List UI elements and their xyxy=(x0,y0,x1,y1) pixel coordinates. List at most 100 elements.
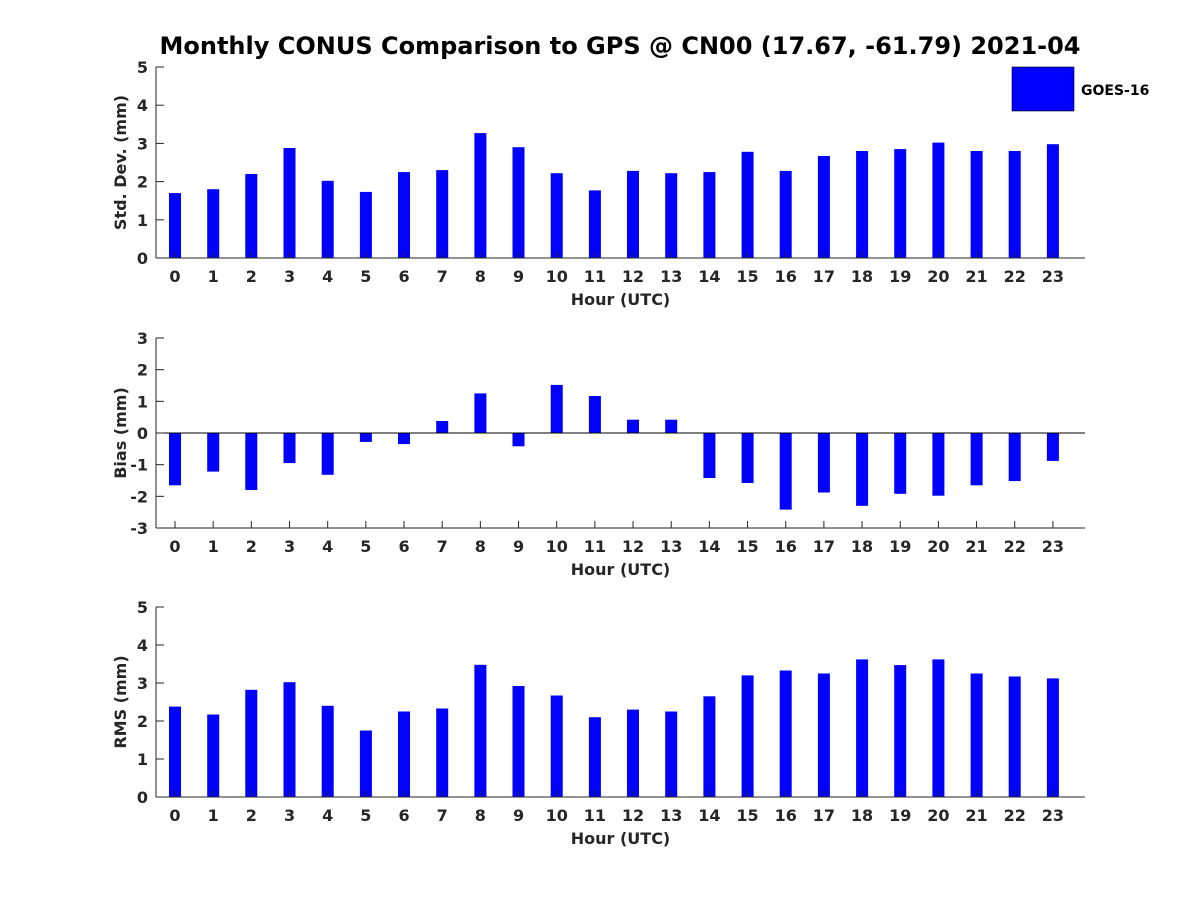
rms-bar-hour-2 xyxy=(245,689,258,797)
rms-x-tick-label: 23 xyxy=(1042,806,1064,825)
rms-x-tick-label: 11 xyxy=(584,806,606,825)
bias-bar-hour-23 xyxy=(1046,433,1059,461)
std-bar-hour-20 xyxy=(932,142,945,258)
bias-x-tick-label: 6 xyxy=(398,537,409,556)
bias-bar-hour-9 xyxy=(512,433,525,447)
std-x-tick-label: 11 xyxy=(584,267,606,286)
rms-x-tick-label: 22 xyxy=(1004,806,1026,825)
bias-bar-hour-8 xyxy=(474,393,487,433)
std-x-tick-label: 8 xyxy=(475,267,486,286)
rms-bar-hour-8 xyxy=(474,664,487,797)
bias-x-tick-label: 4 xyxy=(322,537,333,556)
legend-label: GOES-16 xyxy=(1081,83,1149,99)
bias-y-axis-label: Bias (mm) xyxy=(111,387,130,479)
rms-bar-hour-3 xyxy=(283,682,296,797)
std-bar-hour-1 xyxy=(207,189,220,258)
std-x-tick-label: 0 xyxy=(169,267,180,286)
rms-x-tick-label: 4 xyxy=(322,806,333,825)
std-x-tick-label: 16 xyxy=(775,267,797,286)
std-bar-hour-23 xyxy=(1046,144,1059,258)
std-x-tick-label: 23 xyxy=(1042,267,1064,286)
rms-bar-hour-10 xyxy=(550,695,563,797)
bias-bar-hour-13 xyxy=(665,419,678,433)
std-x-tick-label: 22 xyxy=(1004,267,1026,286)
std-bar-hour-8 xyxy=(474,133,487,258)
std-bar-hour-14 xyxy=(703,172,716,258)
bias-bar-hour-6 xyxy=(398,433,410,445)
std-x-tick-label: 6 xyxy=(398,267,409,286)
bias-bar-hour-15 xyxy=(741,433,754,483)
std-x-tick-label: 12 xyxy=(622,267,644,286)
bias-y-tick-label: -3 xyxy=(130,519,148,538)
rms-x-tick-label: 8 xyxy=(475,806,486,825)
std-bar-hour-15 xyxy=(741,151,754,258)
rms-x-tick-label: 13 xyxy=(660,806,682,825)
std-y-tick-label: 2 xyxy=(137,173,148,192)
bias-x-tick-label: 8 xyxy=(475,537,486,556)
rms-bar-hour-9 xyxy=(512,686,525,797)
std-bar-hour-2 xyxy=(245,174,258,258)
std-y-tick-label: 3 xyxy=(137,134,148,153)
bias-bar-hour-21 xyxy=(970,433,983,486)
rms-x-tick-label: 12 xyxy=(622,806,644,825)
rms-x-tick-label: 16 xyxy=(775,806,797,825)
bias-y-tick-label: -1 xyxy=(130,456,148,475)
std-bar-hour-9 xyxy=(512,147,525,258)
std-bar-hour-3 xyxy=(283,148,296,258)
std-bar-hour-22 xyxy=(1008,151,1021,258)
rms-bar-hour-23 xyxy=(1046,678,1059,797)
bias-y-tick-label: 2 xyxy=(137,361,148,380)
bias-y-tick-label: 1 xyxy=(137,392,148,411)
rms-x-tick-label: 9 xyxy=(513,806,524,825)
rms-x-tick-label: 1 xyxy=(208,806,219,825)
rms-bar-hour-18 xyxy=(856,659,869,797)
std-bar-hour-7 xyxy=(436,170,449,258)
std-bar-hour-10 xyxy=(550,173,563,258)
std-x-tick-label: 9 xyxy=(513,267,524,286)
rms-x-axis-label: Hour (UTC) xyxy=(571,829,671,848)
rms-y-axis-label: RMS (mm) xyxy=(111,655,130,748)
bias-bar-hour-10 xyxy=(550,384,563,433)
bias-bar-hour-0 xyxy=(169,433,181,486)
std-x-tick-label: 14 xyxy=(698,267,720,286)
rms-bar-hour-12 xyxy=(627,709,639,797)
rms-y-tick-label: 5 xyxy=(137,598,148,617)
rms-bar-hour-0 xyxy=(169,706,181,797)
bias-x-tick-label: 7 xyxy=(437,537,448,556)
std-bar-hour-0 xyxy=(169,193,181,258)
rms-y-tick-label: 2 xyxy=(137,712,148,731)
std-x-tick-label: 2 xyxy=(246,267,257,286)
bias-x-tick-label: 22 xyxy=(1004,537,1026,556)
rms-x-tick-label: 15 xyxy=(736,806,758,825)
bias-x-tick-label: 2 xyxy=(246,537,257,556)
bias-bar-hour-4 xyxy=(321,433,334,475)
bias-bar-hour-1 xyxy=(207,433,220,472)
bias-x-tick-label: 18 xyxy=(851,537,873,556)
rms-x-tick-label: 3 xyxy=(284,806,295,825)
std-bar-hour-16 xyxy=(779,170,792,258)
std-bar-hour-5 xyxy=(359,191,372,258)
legend: GOES-16 xyxy=(1011,66,1149,112)
bias-x-tick-label: 9 xyxy=(513,537,524,556)
std-x-tick-label: 13 xyxy=(660,267,682,286)
bias-x-tick-label: 15 xyxy=(736,537,758,556)
bias-bar-hour-22 xyxy=(1008,433,1021,482)
std-bar-hour-4 xyxy=(321,180,334,258)
bias-x-tick-label: 13 xyxy=(660,537,682,556)
std-x-axis-label: Hour (UTC) xyxy=(571,290,671,309)
rms-y-tick-label: 4 xyxy=(137,636,148,655)
std-y-tick-label: 1 xyxy=(137,211,148,230)
std-bar-hour-6 xyxy=(398,172,410,258)
rms-x-tick-label: 7 xyxy=(437,806,448,825)
legend-swatch xyxy=(1011,66,1075,112)
rms-x-tick-label: 18 xyxy=(851,806,873,825)
bias-x-tick-label: 17 xyxy=(813,537,835,556)
bias-y-tick-label: 3 xyxy=(137,329,148,348)
bias-bar-hour-12 xyxy=(627,419,639,433)
bias-x-tick-label: 10 xyxy=(546,537,568,556)
rms-bar-hour-22 xyxy=(1008,676,1021,797)
bias-y-tick-label: -2 xyxy=(130,487,148,506)
